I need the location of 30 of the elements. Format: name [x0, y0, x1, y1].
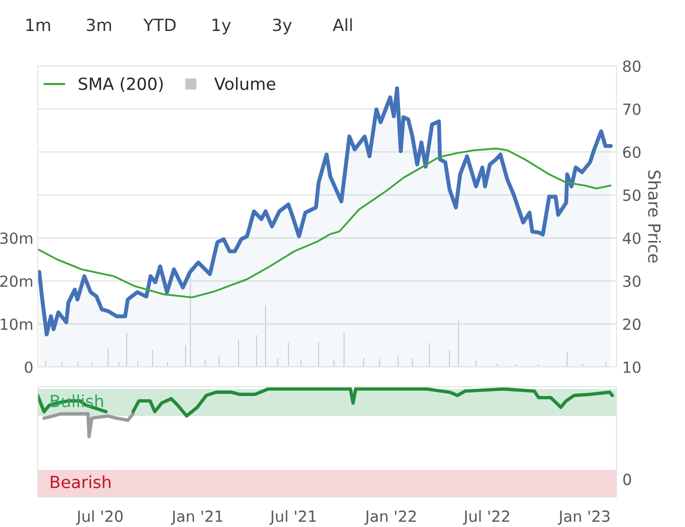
- y-axis-title: Share Price: [648, 170, 661, 263]
- text: 3m: [86, 18, 112, 32]
- x-tick-label: Jan '23: [558, 510, 610, 525]
- y2-tick-label: 10m: [0, 318, 32, 330]
- y-tick-label: 20: [623, 318, 640, 330]
- x-tick-label: Jul '20: [76, 510, 123, 525]
- line-series: [38, 148, 612, 298]
- y-tick-label: 50: [623, 189, 640, 202]
- y2-tick-label: 30m: [0, 232, 32, 244]
- legend-label: Volume: [214, 77, 276, 90]
- band-label: Bearish: [50, 475, 110, 488]
- text: 1m: [26, 18, 50, 31]
- y-tick-label: 10: [624, 361, 640, 374]
- x-tick-label: Jul '22: [462, 510, 510, 525]
- y2-tick-label: 0: [24, 361, 32, 374]
- x-tick-label: Jul '21: [269, 510, 316, 525]
- text: 0: [623, 474, 631, 486]
- y-tick-label: 70: [623, 103, 640, 116]
- text: 1y: [212, 18, 231, 34]
- text: All: [332, 18, 352, 31]
- text: 3y: [273, 18, 292, 34]
- y-tick-label: 30: [623, 275, 640, 288]
- y2-tick-label: 20m: [0, 275, 32, 288]
- x-tick-label: Jan '22: [364, 510, 416, 525]
- y-tick-label: 60: [623, 146, 640, 158]
- y-tick-label: 40: [622, 232, 640, 244]
- text: YTD: [143, 18, 176, 31]
- y-tick-label: 80: [623, 60, 640, 72]
- legend-label: SMA (200): [78, 77, 163, 92]
- x-tick-label: Jan '21: [170, 510, 222, 525]
